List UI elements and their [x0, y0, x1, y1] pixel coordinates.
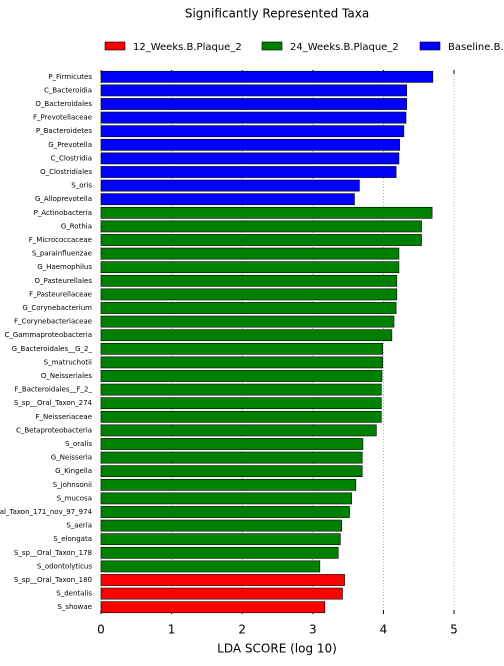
bar — [100, 438, 364, 450]
y-tick-label: F_Bacteroidales__F_2_ — [14, 386, 92, 394]
bar — [100, 288, 398, 301]
y-tick-label: F_Pasteurellaceae — [29, 290, 92, 298]
x-axis-label: LDA SCORE (log 10) — [217, 642, 337, 656]
bar — [100, 138, 400, 151]
y-tick-label: O_Pasteurellales — [35, 277, 93, 285]
bar — [100, 111, 407, 124]
bar — [100, 574, 345, 586]
bar — [100, 356, 383, 369]
bar — [100, 84, 407, 97]
y-tick-label: S_oralis — [65, 440, 92, 448]
y-tick-label: P_Actinobacteria — [34, 209, 92, 217]
y-tick-label: G_Prevotella — [48, 141, 92, 149]
y-tick-label: G_Kingella — [55, 467, 92, 475]
bar — [100, 383, 382, 396]
bar — [100, 166, 397, 178]
chart-title: Significantly Represented Taxa — [185, 7, 369, 21]
bar — [100, 261, 400, 274]
bar — [100, 478, 357, 491]
y-tick-label: G_Corynebacterium — [22, 304, 92, 312]
y-tick-label: S_matruchotii — [44, 358, 92, 366]
y-tick-label: G_Haemophilus — [37, 263, 92, 271]
bar — [100, 397, 382, 410]
bar — [100, 519, 343, 532]
bar — [100, 546, 339, 559]
x-tick-label: 5 — [450, 623, 458, 637]
y-tick-label: S_sp__Oral_Taxon_178 — [14, 549, 92, 557]
bar — [100, 274, 398, 287]
y-tick-label: S_parainfluenzae — [32, 250, 92, 258]
y-tick-label: O_Clostridiales — [40, 168, 92, 176]
y-tick-label: C_Bacteroidia — [44, 86, 92, 94]
x-tick-label: 3 — [309, 623, 317, 637]
y-tick-label: O_Bacteroidales — [35, 100, 92, 108]
x-tick-label: 1 — [168, 623, 176, 637]
x-tick-label: 2 — [238, 623, 246, 637]
bar — [100, 370, 383, 382]
y-tick-label: P_Firmicutes — [48, 73, 92, 81]
bar — [100, 247, 400, 260]
y-tick-label: S_oris — [71, 182, 92, 190]
bar — [100, 506, 350, 518]
y-tick-label: S_elongata — [53, 535, 92, 543]
bar — [100, 451, 363, 464]
bar — [100, 302, 397, 314]
bar — [100, 329, 393, 342]
bar — [100, 179, 360, 192]
bar — [100, 70, 434, 83]
bar — [100, 410, 382, 423]
y-tick-label: S_showae — [57, 603, 92, 611]
y-tick-label: C_Clostridia — [51, 154, 92, 162]
x-tick-label: 0 — [97, 623, 105, 637]
legend-swatch — [419, 41, 441, 51]
bar — [100, 234, 422, 246]
bar — [100, 193, 355, 206]
y-tick-label: F_Micrococcaceae — [29, 236, 92, 244]
y-tick-label: F_Neisseriaceae — [36, 413, 92, 421]
bar — [100, 465, 363, 478]
bar — [100, 342, 383, 355]
legend-label: 24_Weeks.B.Plaque_2 — [290, 42, 399, 53]
legend-swatch — [104, 41, 126, 51]
bar — [100, 98, 407, 110]
bar — [100, 220, 422, 233]
bar — [100, 125, 405, 138]
bar — [100, 315, 395, 328]
y-tick-label: G_Bacteroidales__G_2_ — [12, 345, 93, 353]
y-tick-label: C_Gammaproteobacteria — [4, 331, 92, 339]
bar — [100, 601, 326, 614]
bar — [100, 424, 377, 437]
bar — [100, 152, 400, 165]
y-tick-label: S_sp__Oral_Taxon_274 — [14, 399, 93, 407]
y-tick-label: C_Betaproteobacteria — [16, 426, 92, 434]
y-tick-label: S_sp__Oral_Taxon_171_nov_97_974 — [0, 508, 93, 516]
legend-label: 12_Weeks.B.Plaque_2 — [133, 42, 242, 53]
y-tick-label: G_Neisseria — [51, 454, 92, 462]
y-tick-label: G_Rothia — [61, 222, 92, 230]
bar — [100, 560, 321, 573]
y-tick-label: S_dentalis — [56, 590, 92, 598]
y-tick-label: P_Bacteroidetes — [36, 127, 92, 135]
y-tick-label: F_Corynebacteriaceae — [14, 318, 92, 326]
y-tick-label: F_Prevotellaceae — [33, 114, 92, 122]
bar — [100, 492, 352, 505]
legend-label: Baseline.B.Plaque — [448, 42, 504, 53]
y-tick-label: S_sp__Oral_Taxon_180 — [14, 576, 92, 584]
y-tick-label: G_Alloprevotella — [35, 195, 92, 203]
y-tick-label: S_johnsonii — [53, 481, 92, 489]
y-tick-label: S_mucosa — [57, 494, 92, 502]
bar — [100, 587, 343, 600]
bar — [100, 206, 433, 219]
y-tick-label: S_odontolyticus — [37, 562, 92, 570]
y-tick-label: S_aeria — [66, 522, 92, 530]
x-tick-label: 4 — [380, 623, 388, 637]
y-tick-label: O_Neisseriales — [41, 372, 92, 380]
legend-swatch — [261, 41, 283, 51]
bar — [100, 533, 341, 546]
